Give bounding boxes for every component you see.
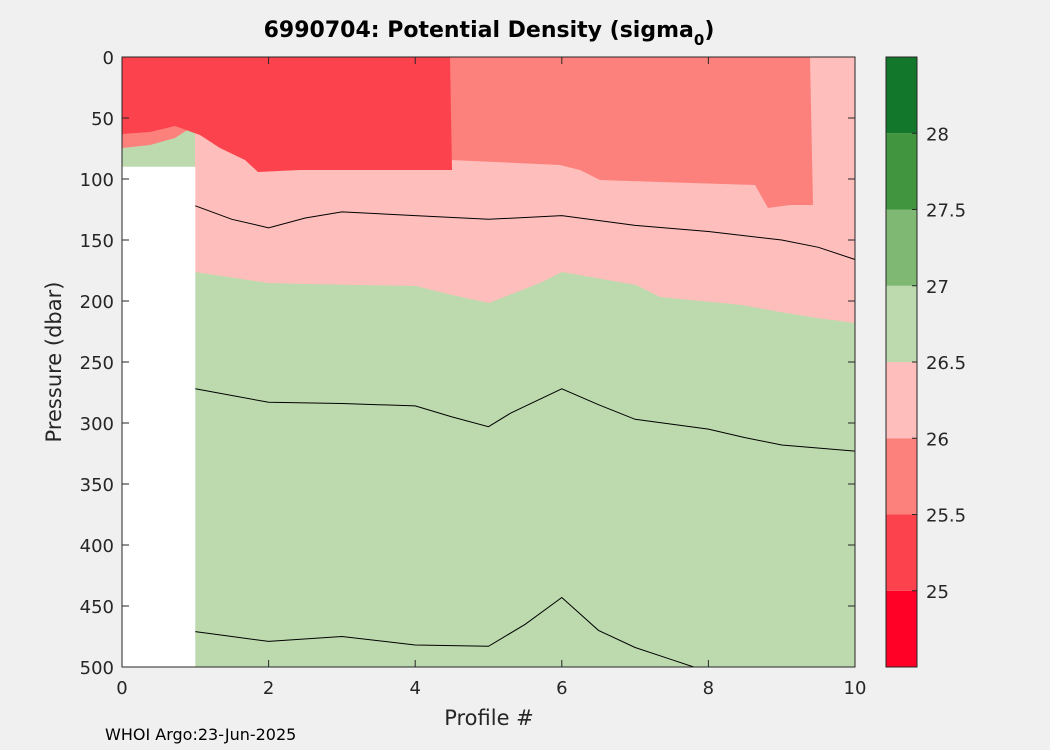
- colorbar-band: [886, 362, 917, 439]
- y-axis-label: Pressure (dbar): [42, 282, 66, 443]
- band-25-25.5: [122, 57, 452, 172]
- x-tick-label: 8: [703, 678, 714, 699]
- colorbar-band: [886, 209, 917, 286]
- y-tick-label: 350: [80, 475, 114, 496]
- colorbar-tick-label: 25.5: [926, 506, 966, 527]
- colorbar-band: [886, 590, 917, 667]
- colorbar-tick-label: 27.5: [926, 201, 966, 222]
- x-tick-label: 4: [409, 678, 420, 699]
- density-fill-bands: [122, 57, 855, 668]
- colorbar-tick-label: 26.5: [926, 353, 966, 374]
- colorbar-band: [886, 57, 917, 134]
- colorbar-tick-label: 28: [926, 124, 949, 145]
- colorbar-band: [886, 133, 917, 210]
- no-data-region: [122, 166, 196, 668]
- contour-lines: [195, 205, 856, 668]
- footer-credit: WHOI Argo:23-Jun-2025: [105, 725, 297, 744]
- y-tick-label: 300: [80, 414, 114, 435]
- colorbar-tick-label: 25: [926, 582, 949, 603]
- colorbar-band: [886, 514, 917, 591]
- colorbar: 25 25.5 26 26.5 27 27.5 28: [885, 56, 966, 668]
- y-tick-label: 150: [80, 231, 114, 252]
- y-axis: 0 50 100 150 200 250 300 350 400 450 500: [80, 48, 855, 679]
- y-tick-label: 450: [80, 597, 114, 618]
- contour-line-26: [195, 205, 856, 260]
- colorbar-tick-label: 27: [926, 277, 949, 298]
- x-tick-label: 2: [263, 678, 274, 699]
- y-tick-label: 250: [80, 353, 114, 374]
- plot-area: [121, 56, 856, 668]
- x-tick-label: 6: [556, 678, 567, 699]
- x-axis: 0 2 4 6 8 10: [116, 57, 866, 699]
- y-tick-label: 500: [80, 658, 114, 679]
- x-tick-label: 0: [116, 678, 127, 699]
- colorbar-band: [886, 285, 917, 362]
- y-tick-label: 400: [80, 536, 114, 557]
- colorbar-tick-label: 26: [926, 429, 949, 450]
- colorbar-band: [886, 438, 917, 515]
- x-axis-label: Profile #: [444, 706, 534, 730]
- y-tick-label: 200: [80, 292, 114, 313]
- y-tick-label: 0: [103, 48, 114, 69]
- y-tick-label: 50: [91, 109, 114, 130]
- contour-line-27: [195, 596, 694, 668]
- y-tick-label: 100: [80, 170, 114, 191]
- chart-title: 6990704: Potential Density (sigma0): [264, 18, 715, 49]
- contour-line-26.5: [195, 388, 856, 452]
- x-tick-label: 10: [844, 678, 867, 699]
